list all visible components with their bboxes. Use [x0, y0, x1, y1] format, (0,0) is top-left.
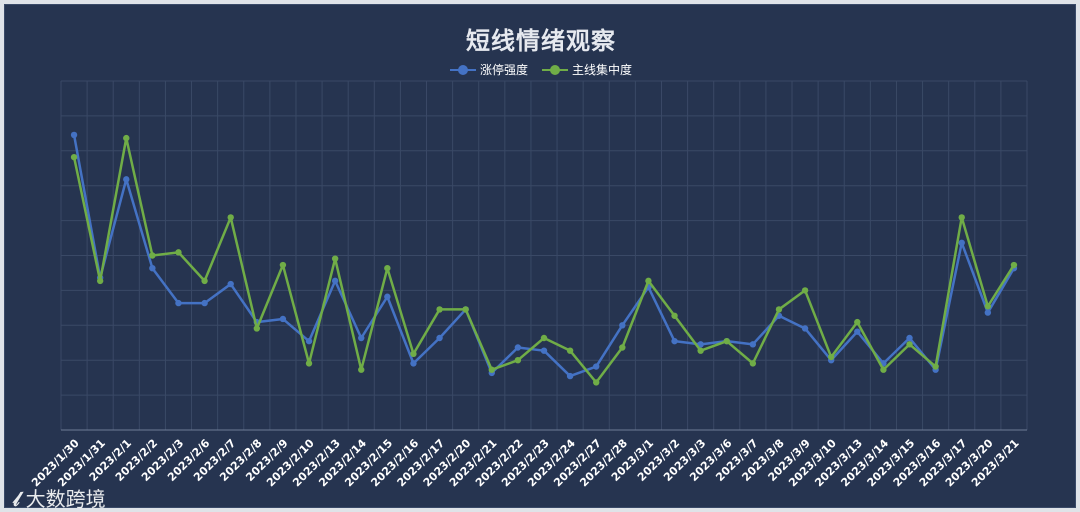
data-point-series-2	[566, 347, 574, 354]
data-point-series-1	[175, 299, 182, 307]
data-point-series-2	[175, 249, 182, 256]
data-point-series-2	[70, 153, 78, 161]
data-point-series-1	[593, 363, 600, 370]
data-point-series-1	[201, 299, 208, 307]
data-point-series-1	[697, 341, 704, 348]
data-point-series-2	[123, 134, 130, 142]
data-point-series-2	[619, 344, 626, 351]
data-point-series-2	[462, 306, 469, 313]
data-point-series-2	[488, 366, 495, 373]
line-chart: 2023/1/302023/1/312023/2/12023/2/22023/2…	[29, 80, 1028, 489]
data-point-series-2	[1010, 261, 1018, 269]
data-point-series-2	[227, 214, 234, 221]
data-point-series-1	[906, 334, 913, 342]
data-point-series-1	[305, 337, 313, 345]
watermark: 𝓁 大数跨境	[13, 483, 106, 512]
data-point-series-1	[410, 360, 417, 367]
series-line-2	[72, 136, 1016, 384]
data-point-series-2	[932, 363, 939, 370]
data-point-series-2	[540, 334, 548, 342]
data-point-series-1	[436, 334, 443, 342]
data-point-series-1	[123, 176, 130, 183]
data-point-series-2	[984, 303, 992, 310]
data-point-series-1	[984, 309, 992, 316]
data-point-series-1	[279, 315, 287, 323]
data-point-series-2	[723, 337, 730, 345]
chart-title: 短线情绪观察	[466, 27, 616, 55]
data-point-series-1	[801, 325, 809, 332]
legend-item-series-1[interactable]: 涨停强度	[449, 61, 528, 78]
data-point-series-2	[697, 347, 704, 354]
data-point-series-1	[671, 337, 678, 345]
data-point-series-1	[227, 280, 234, 288]
data-point-series-2	[958, 214, 965, 221]
data-point-series-1	[384, 293, 391, 300]
data-point-series-1	[540, 347, 548, 354]
data-point-series-1	[958, 239, 965, 247]
data-point-series-2	[880, 366, 887, 373]
data-point-series-2	[906, 341, 913, 348]
data-point-series-2	[645, 277, 652, 285]
data-point-series-1	[749, 341, 757, 348]
legend-swatch-icon	[449, 64, 476, 76]
legend-label: 涨停强度	[479, 63, 528, 77]
data-point-series-2	[593, 379, 600, 386]
legend: 涨停强度 主线集中度	[5, 61, 1077, 78]
data-point-series-1	[149, 264, 156, 272]
chart-panel: 短线情绪观察 涨停强度 主线集中度 2023/1/30 2023/1/31 2023…	[4, 4, 1077, 511]
data-point-series-2	[305, 360, 313, 367]
data-point-series-1	[331, 277, 339, 285]
data-point-series-1	[619, 322, 626, 329]
data-point-series-2	[854, 318, 861, 326]
data-point-series-2	[801, 287, 809, 294]
data-point-series-2	[514, 357, 522, 364]
data-point-series-2	[410, 350, 417, 358]
data-point-series-2	[436, 306, 443, 313]
legend-swatch-icon	[542, 64, 568, 76]
legend-label: 主线集中度	[572, 63, 633, 77]
data-point-series-1	[514, 344, 522, 351]
data-point-series-2	[331, 255, 339, 262]
data-point-series-2	[671, 312, 678, 319]
data-point-series-2	[775, 306, 783, 313]
data-point-series-1	[358, 334, 365, 342]
data-point-series-2	[96, 277, 104, 285]
data-point-series-2	[149, 252, 156, 259]
data-point-series-1	[566, 372, 574, 380]
data-point-series-2	[827, 353, 835, 361]
data-point-series-1	[70, 131, 78, 139]
data-point-series-2	[253, 325, 261, 332]
data-point-series-1	[854, 328, 861, 335]
data-point-series-2	[749, 360, 757, 367]
watermark-text: 大数跨境	[25, 487, 106, 511]
legend-item-series-2[interactable]: 主线集中度	[542, 61, 632, 78]
data-point-series-2	[279, 261, 287, 269]
logo-icon: 𝓁	[13, 487, 20, 511]
data-point-series-2	[201, 277, 208, 285]
data-point-series-2	[384, 264, 391, 272]
data-point-series-2	[358, 366, 365, 373]
